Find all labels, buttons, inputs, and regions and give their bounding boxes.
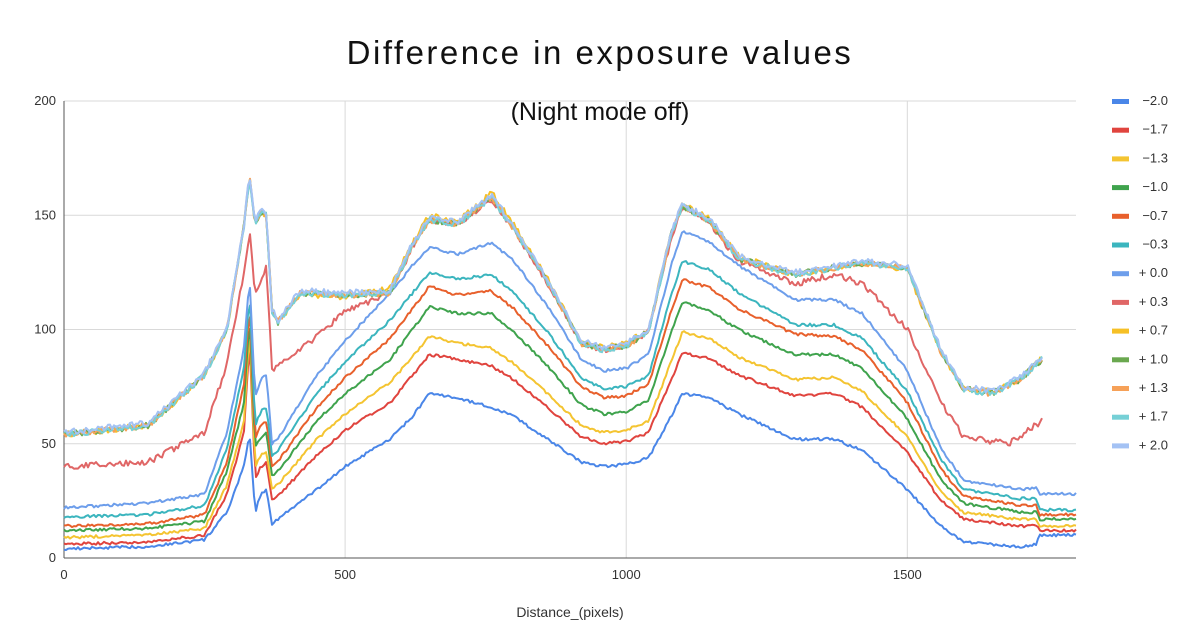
legend-swatch: [1112, 185, 1129, 190]
legend-swatch: [1112, 156, 1129, 161]
series-line: [64, 180, 1042, 433]
y-tick-label: 150: [34, 207, 56, 222]
legend-label: −2.0: [1142, 93, 1168, 108]
series-line: [64, 182, 1042, 436]
line-chart: 0 50 100 150 200 0 500 1000 1500 −2.0 −1.7 −1.3 −1.…: [0, 0, 1200, 628]
legend-label: + 1.3: [1139, 380, 1168, 395]
legend-label: + 1.7: [1139, 409, 1168, 424]
legend-label: −1.0: [1142, 179, 1168, 194]
series-lines: [64, 179, 1076, 550]
series-line: [64, 261, 1076, 518]
legend-swatch: [1112, 386, 1129, 391]
legend-swatch: [1112, 443, 1129, 448]
y-tick-label: 0: [49, 550, 56, 565]
series-line: [64, 201, 1042, 468]
series-line: [64, 393, 1076, 550]
x-tick-label: 500: [334, 567, 356, 582]
legend-label: + 1.0: [1139, 351, 1168, 366]
series-line: [64, 279, 1076, 527]
y-tick-label: 50: [42, 436, 56, 451]
legend-swatch: [1112, 300, 1129, 305]
series-line: [64, 302, 1076, 531]
y-tick-label: 200: [34, 93, 56, 108]
legend-label: + 2.0: [1139, 437, 1168, 452]
legend-label: + 0.3: [1139, 294, 1168, 309]
legend-swatch: [1112, 271, 1129, 276]
legend-swatch: [1112, 128, 1129, 133]
legend-swatch: [1112, 243, 1129, 248]
legend: −2.0 −1.7 −1.3 −1.0 −0.7 −0.3 + 0.0 + 0.3 + 0.7 +…: [1112, 93, 1168, 452]
legend-swatch: [1112, 329, 1129, 334]
legend-label: −0.3: [1142, 237, 1168, 252]
x-tick-label: 0: [60, 567, 67, 582]
legend-label: −1.3: [1142, 150, 1168, 165]
x-tick-label: 1000: [612, 567, 641, 582]
series-line: [64, 231, 1076, 509]
legend-label: −1.7: [1142, 122, 1168, 137]
x-axis-label: Distance_(pixels): [516, 604, 623, 620]
legend-swatch: [1112, 99, 1129, 104]
x-tick-label: 1500: [893, 567, 922, 582]
y-tick-label: 100: [34, 322, 56, 337]
legend-swatch: [1112, 357, 1129, 362]
legend-swatch: [1112, 415, 1129, 420]
series-line: [64, 181, 1042, 436]
legend-label: −0.7: [1142, 208, 1168, 223]
series-line: [64, 179, 1042, 436]
legend-label: + 0.0: [1139, 265, 1168, 280]
legend-label: + 0.7: [1139, 323, 1168, 338]
legend-swatch: [1112, 214, 1129, 219]
